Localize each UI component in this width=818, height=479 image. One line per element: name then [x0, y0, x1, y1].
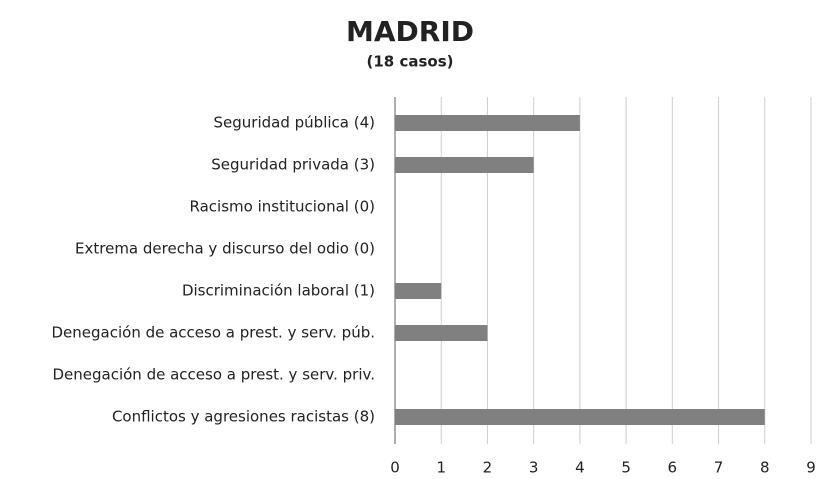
y-tick-label: Seguridad pública (4): [214, 114, 375, 132]
bar: [395, 283, 442, 299]
bar: [395, 115, 580, 131]
x-tick-label: 7: [714, 459, 724, 477]
y-tick-label: Racismo institucional (0): [190, 198, 375, 216]
x-tick-label: 0: [390, 459, 400, 477]
x-tick-label: 9: [806, 459, 816, 477]
x-tick-label: 6: [668, 459, 678, 477]
y-tick-label: Seguridad privada (3): [211, 156, 375, 174]
bar: [395, 157, 534, 173]
x-tick-label: 4: [575, 459, 585, 477]
x-tick-label: 5: [621, 459, 631, 477]
x-tick-label: 3: [529, 459, 539, 477]
chart-subtitle: (18 casos): [367, 53, 454, 71]
x-tick-label: 2: [483, 459, 493, 477]
y-tick-label: Denegación de acceso a prest. y serv. pr…: [52, 366, 375, 384]
bar: [395, 409, 765, 425]
y-tick-label: Denegación de acceso a prest. y serv. pú…: [52, 324, 376, 342]
y-tick-label: Extrema derecha y discurso del odio (0): [75, 240, 375, 258]
y-tick-label: Discriminación laboral (1): [182, 282, 375, 300]
x-tick-label: 8: [760, 459, 770, 477]
x-tick-label: 1: [436, 459, 446, 477]
y-tick-label: Conflictos y agresiones racistas (8): [112, 408, 375, 426]
bar: [395, 325, 488, 341]
chart-title: MADRID: [346, 15, 474, 48]
